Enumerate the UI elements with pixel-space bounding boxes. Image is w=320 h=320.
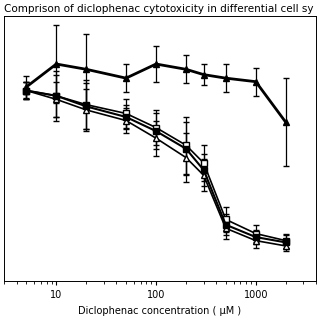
X-axis label: Diclophenac concentration ( μM ): Diclophenac concentration ( μM )	[78, 306, 242, 316]
Text: Comprison of diclophenac cytotoxicity in differential cell sy: Comprison of diclophenac cytotoxicity in…	[4, 4, 314, 14]
